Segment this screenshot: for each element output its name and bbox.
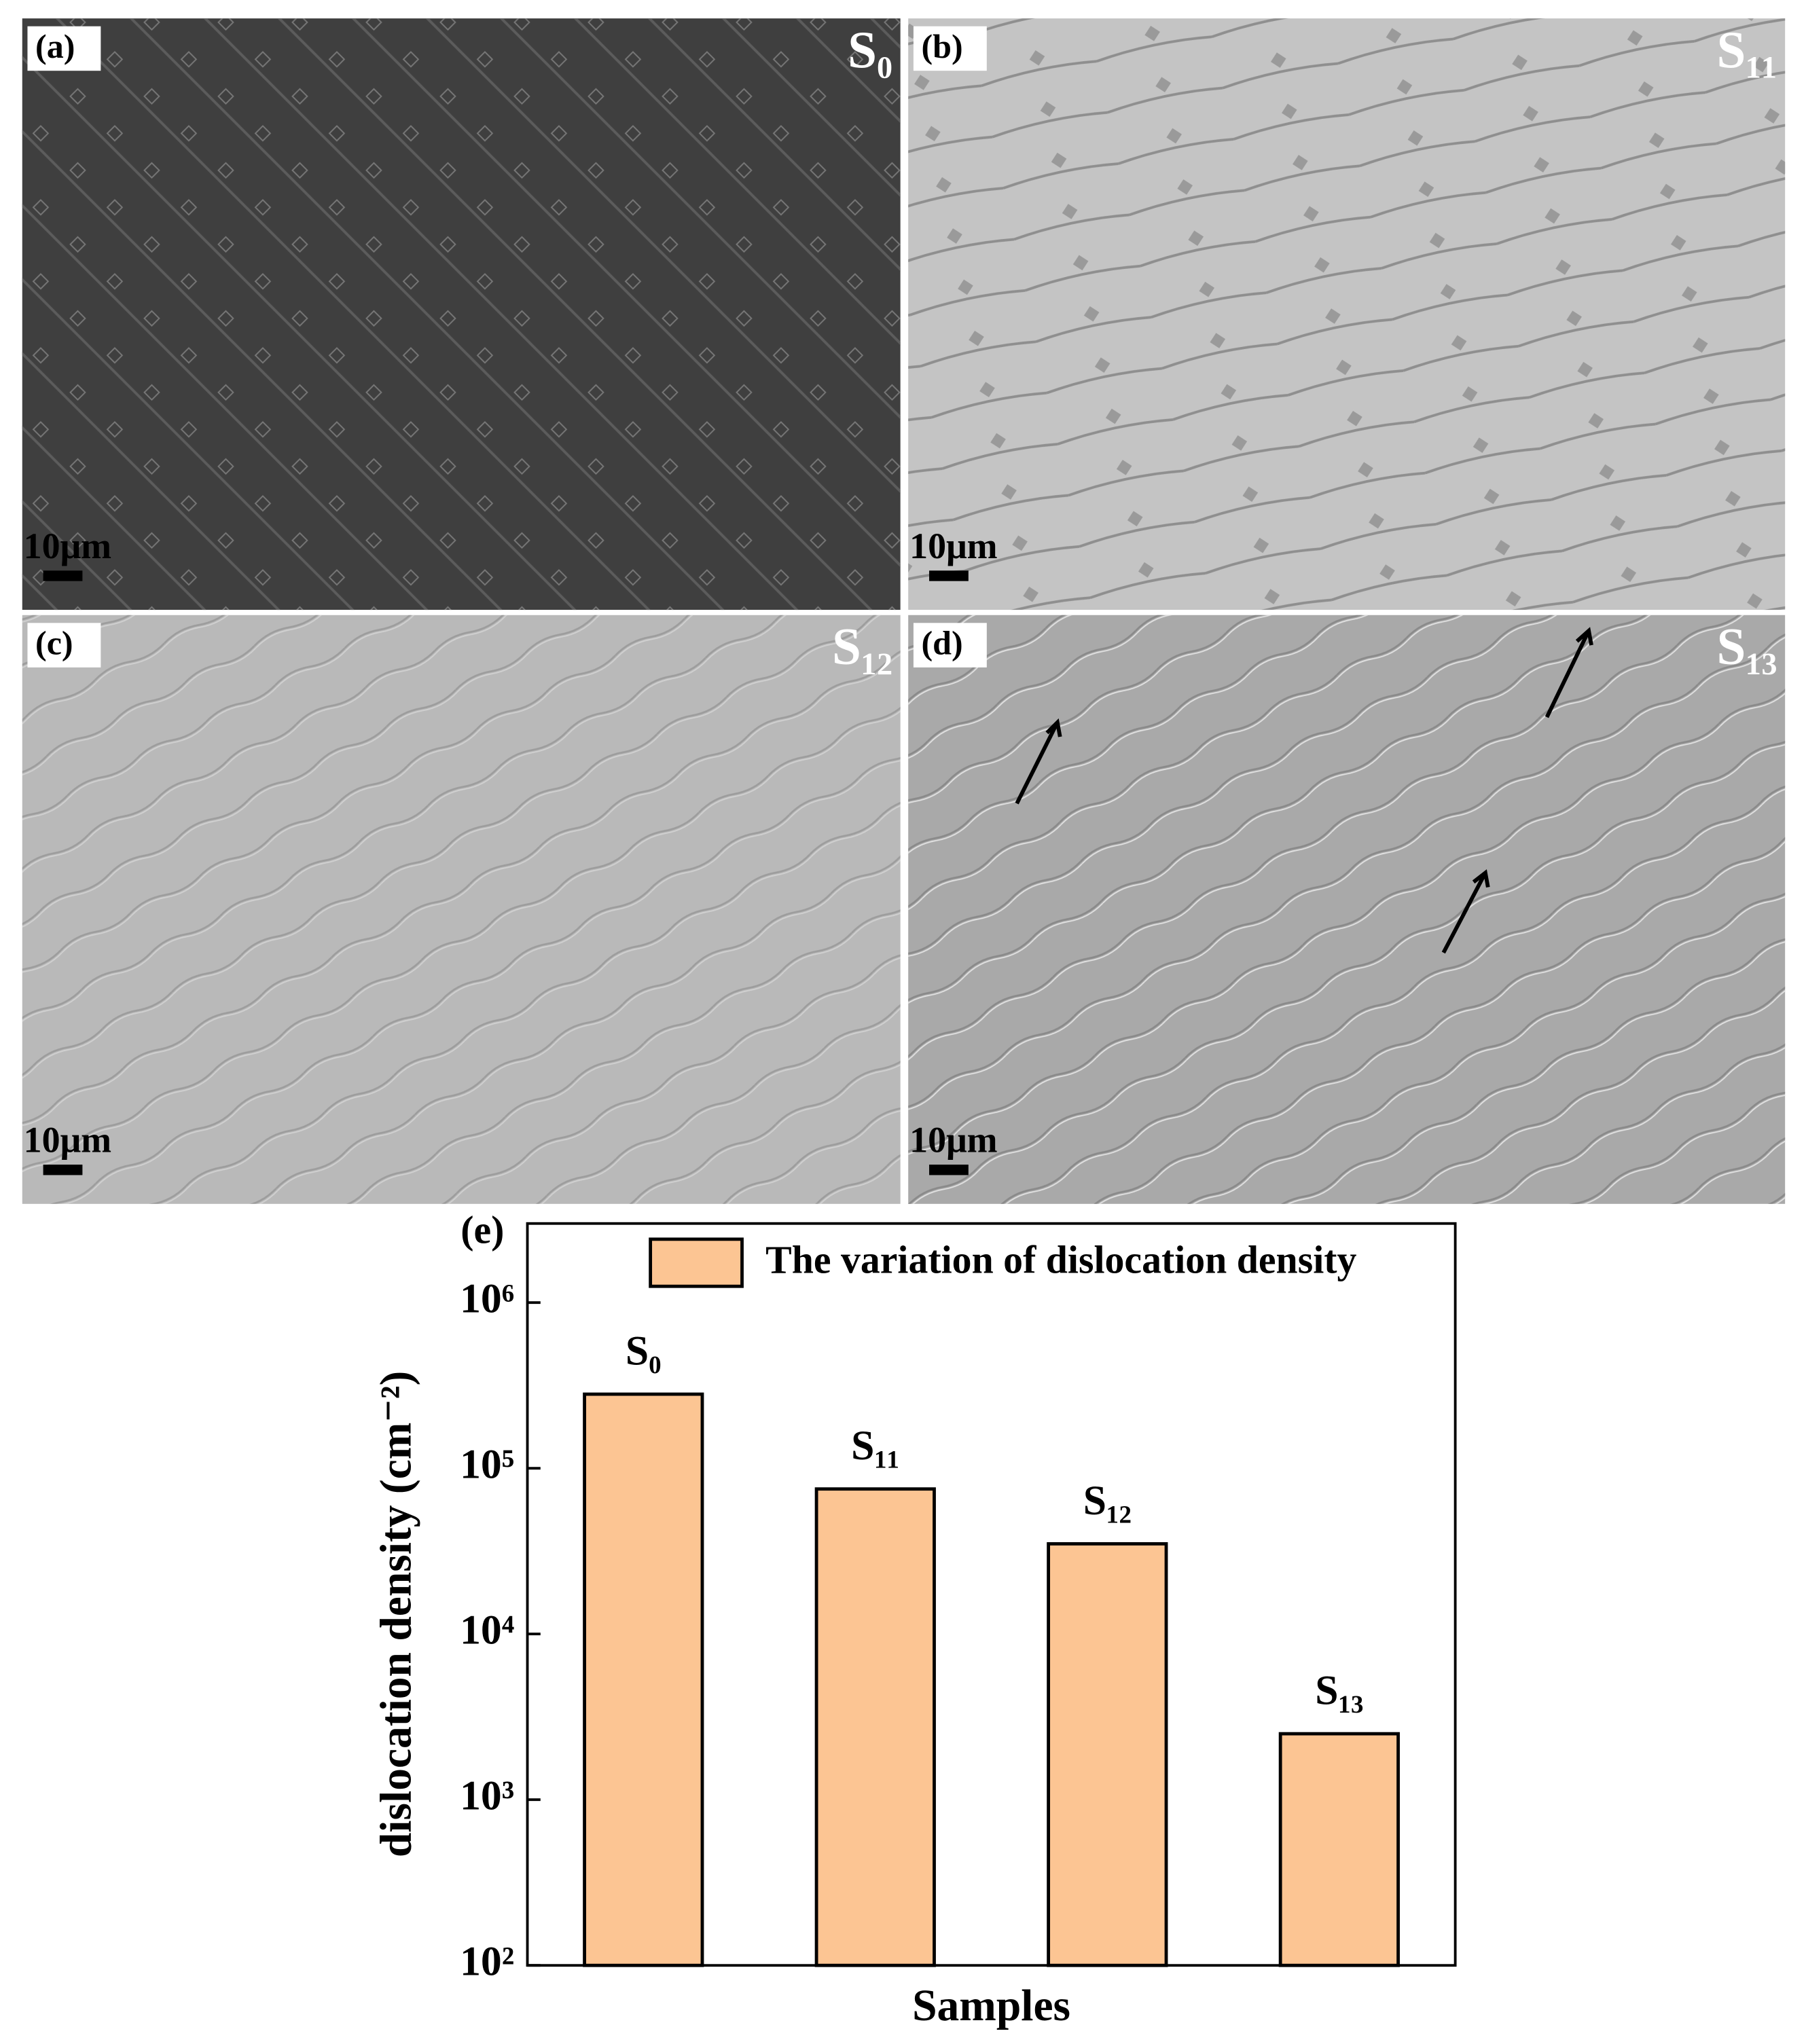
label-background (27, 26, 101, 71)
y-tick-label: 10⁶ (460, 1275, 514, 1321)
micrograph-a (22, 18, 901, 610)
y-axis-title: dislocation density (cm⁻²) (372, 1371, 421, 1857)
bar-label: S₁₃ (1315, 1667, 1363, 1713)
panel-annotations: (a) S₀ 10μm (b) S₁₁ 10μm (c) S₁₂ 10μm (d) S₁₃ 10μm (24, 20, 1777, 1175)
panel-label: (b) (921, 27, 962, 65)
panel-label: (c) (35, 624, 73, 662)
micrograph-c (22, 615, 901, 1204)
chart: (e) Samples dislocation density (cm⁻²) 10² 1… (372, 1207, 1457, 2030)
sample-label: S₁₂ (832, 617, 892, 675)
micrograph-b (908, 18, 1786, 610)
bar (583, 1392, 704, 1967)
bar (1278, 1732, 1400, 1967)
label-background (913, 623, 987, 668)
micrograph-d (908, 615, 1786, 1204)
panel-label: (e) (460, 1207, 504, 1252)
scale-bar-label: 10μm (909, 526, 998, 566)
scale-bar-label: 10μm (24, 1120, 112, 1161)
sample-label: S₁₁ (1717, 20, 1777, 79)
bar-label: S₁₁ (851, 1423, 899, 1469)
y-tick-label: 10² (460, 1938, 514, 1984)
scale-bar (929, 570, 969, 581)
panel-label: (d) (921, 624, 962, 662)
y-tick-label: 10⁴ (460, 1607, 514, 1653)
y-tick-label: 10⁵ (460, 1441, 514, 1487)
sample-label: S₁₃ (1717, 617, 1777, 675)
bar (1047, 1542, 1168, 1967)
scale-bar-label: 10μm (24, 526, 112, 566)
bar-label: S₁₂ (1083, 1478, 1132, 1524)
y-tick-label: 10³ (460, 1772, 514, 1819)
sample-label: S₀ (848, 20, 892, 79)
plot-frame (526, 1222, 1457, 1967)
scale-bar (43, 1165, 83, 1175)
legend-swatch (649, 1237, 744, 1288)
bar-label: S₀ (626, 1328, 662, 1374)
scale-bar (43, 570, 83, 581)
scale-bar-label: 10μm (909, 1120, 998, 1161)
legend-label: The variation of dislocation density (765, 1238, 1356, 1282)
panel-label: (a) (35, 27, 75, 65)
label-background (913, 26, 987, 71)
bar (814, 1487, 936, 1967)
x-axis-title: Samples (912, 1982, 1070, 2030)
label-background (27, 623, 101, 668)
scale-bar (929, 1165, 969, 1175)
